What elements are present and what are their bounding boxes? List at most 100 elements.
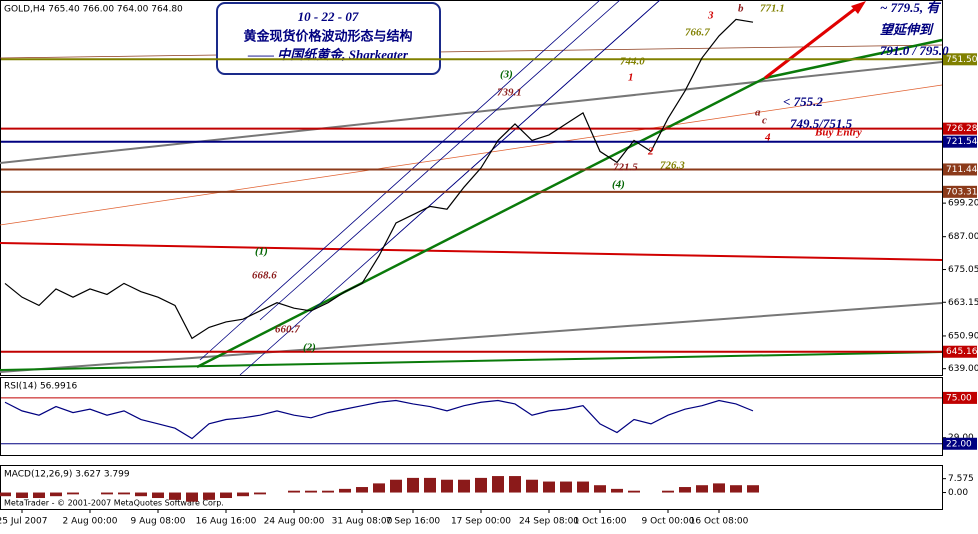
- level-label: 751.50: [946, 55, 978, 65]
- y-tick-label: 663.15: [948, 298, 978, 308]
- trend-line: [0, 84, 943, 226]
- rsi-frame: [0, 377, 943, 456]
- x-tick-label: 16 Aug 16:00: [196, 517, 257, 527]
- trend-lines: [0, 0, 943, 376]
- bar: [628, 490, 640, 493]
- trend-line: [0, 61, 943, 164]
- level-label: 645.16: [946, 347, 978, 357]
- bar: [696, 485, 708, 493]
- level-label-bg: [943, 53, 977, 66]
- price-line: [4, 399, 754, 440]
- level-label-bg: [943, 135, 977, 148]
- annotation: 791.0 / 795.0: [880, 43, 949, 58]
- bar: [33, 492, 45, 499]
- annotation: 744.0: [620, 56, 645, 68]
- info-title: 10 - 22 - 07: [298, 9, 359, 24]
- bar: [611, 488, 623, 493]
- bar: [118, 492, 130, 495]
- bar: [543, 481, 555, 493]
- annotation: 望延伸到: [880, 22, 934, 37]
- y-tick-label: 7.575: [948, 474, 974, 484]
- annotation: a: [755, 107, 761, 119]
- bar: [560, 481, 572, 493]
- annotation: 3: [707, 10, 714, 22]
- bar: [747, 485, 759, 493]
- annotation: < 755.2: [783, 94, 823, 109]
- annotation: 771.1: [760, 3, 785, 15]
- bar: [713, 483, 725, 493]
- x-tick-label: 7 Sep 16:00: [386, 517, 441, 527]
- price-line: [4, 18, 754, 340]
- annotation: 749.5/751.5: [790, 116, 853, 131]
- trend-line: [0, 351, 943, 371]
- y-tick-label: 0.00: [948, 488, 968, 498]
- bar: [16, 492, 28, 499]
- bar: [594, 485, 606, 493]
- trend-line: [0, 302, 943, 373]
- annotation: ~ 779.5, 有: [880, 0, 941, 15]
- y-tick-label: 639.00: [948, 364, 978, 374]
- channel-line: [259, 0, 621, 321]
- bar: [220, 492, 232, 499]
- annotation: 2: [647, 146, 654, 158]
- bar: [356, 487, 368, 493]
- annotation: (1): [255, 246, 268, 258]
- annotation: 726.3: [660, 160, 685, 172]
- annotation: Buy Entry: [814, 127, 862, 139]
- x-tick-label: 24 Sep 08:00: [519, 517, 579, 527]
- bar: [662, 490, 674, 493]
- x-tick-label: 25 Jul 2007: [0, 517, 47, 527]
- macd-frame: [0, 465, 943, 510]
- y-tick-label: 699.20: [948, 199, 978, 209]
- level-label-bg: [943, 345, 977, 358]
- panel-title: MACD(12,26,9) 3.627 3.799: [4, 470, 130, 480]
- bar: [203, 492, 215, 500]
- x-tick-label: 24 Aug 00:00: [264, 517, 325, 527]
- bar: [186, 492, 198, 502]
- bar: [407, 477, 419, 493]
- level-label-bg: [943, 391, 977, 404]
- bar: [237, 492, 249, 497]
- bar: [322, 490, 334, 493]
- level-label: 726.28: [946, 124, 978, 134]
- trend-line: [196, 76, 766, 369]
- level-label-bg: [943, 163, 977, 176]
- bar: [305, 490, 317, 493]
- info-line: 黄金现货价格波动形态与结构: [243, 29, 412, 45]
- bar: [169, 492, 181, 500]
- bar: [458, 479, 470, 493]
- annotation: (4): [612, 179, 625, 191]
- annotation: 668.6: [252, 270, 277, 282]
- bar: [101, 492, 113, 495]
- arrow-head: [851, 1, 866, 14]
- header: GOLD,H4 765.40 766.00 764.00 764.80: [4, 5, 183, 15]
- x-tick-label: 1 Oct 16:00: [574, 517, 627, 527]
- bar: [730, 485, 742, 493]
- level-label-bg: [943, 185, 977, 198]
- level-label-bg: [943, 122, 977, 135]
- y-tick-label: 650.90: [948, 331, 978, 341]
- annotation: c: [762, 115, 767, 127]
- info-box: [216, 2, 441, 75]
- x-tick-label: 16 Oct 08:00: [690, 517, 749, 527]
- trend-line: [0, 242, 943, 261]
- bar: [0, 492, 11, 497]
- level-label: 703.31: [946, 187, 978, 197]
- bar: [254, 492, 266, 495]
- bar: [67, 492, 79, 495]
- level-label-bg: [943, 437, 977, 450]
- x-tick-label: 9 Aug 08:00: [131, 517, 186, 527]
- bar: [339, 488, 351, 493]
- x-tick-label: 2 Aug 00:00: [63, 517, 118, 527]
- x-tick-label: 31 Aug 08:00: [332, 517, 393, 527]
- bar: [424, 477, 436, 493]
- bar: [152, 492, 164, 499]
- annotation: 4: [764, 132, 771, 144]
- level-label: 75.00: [946, 393, 972, 403]
- trend-line: [0, 44, 943, 59]
- annotation: 1: [628, 72, 634, 84]
- info-line: —— 中国纸黄金, Sharkeater: [247, 47, 409, 62]
- x-tick-label: 9 Oct 00:00: [642, 517, 695, 527]
